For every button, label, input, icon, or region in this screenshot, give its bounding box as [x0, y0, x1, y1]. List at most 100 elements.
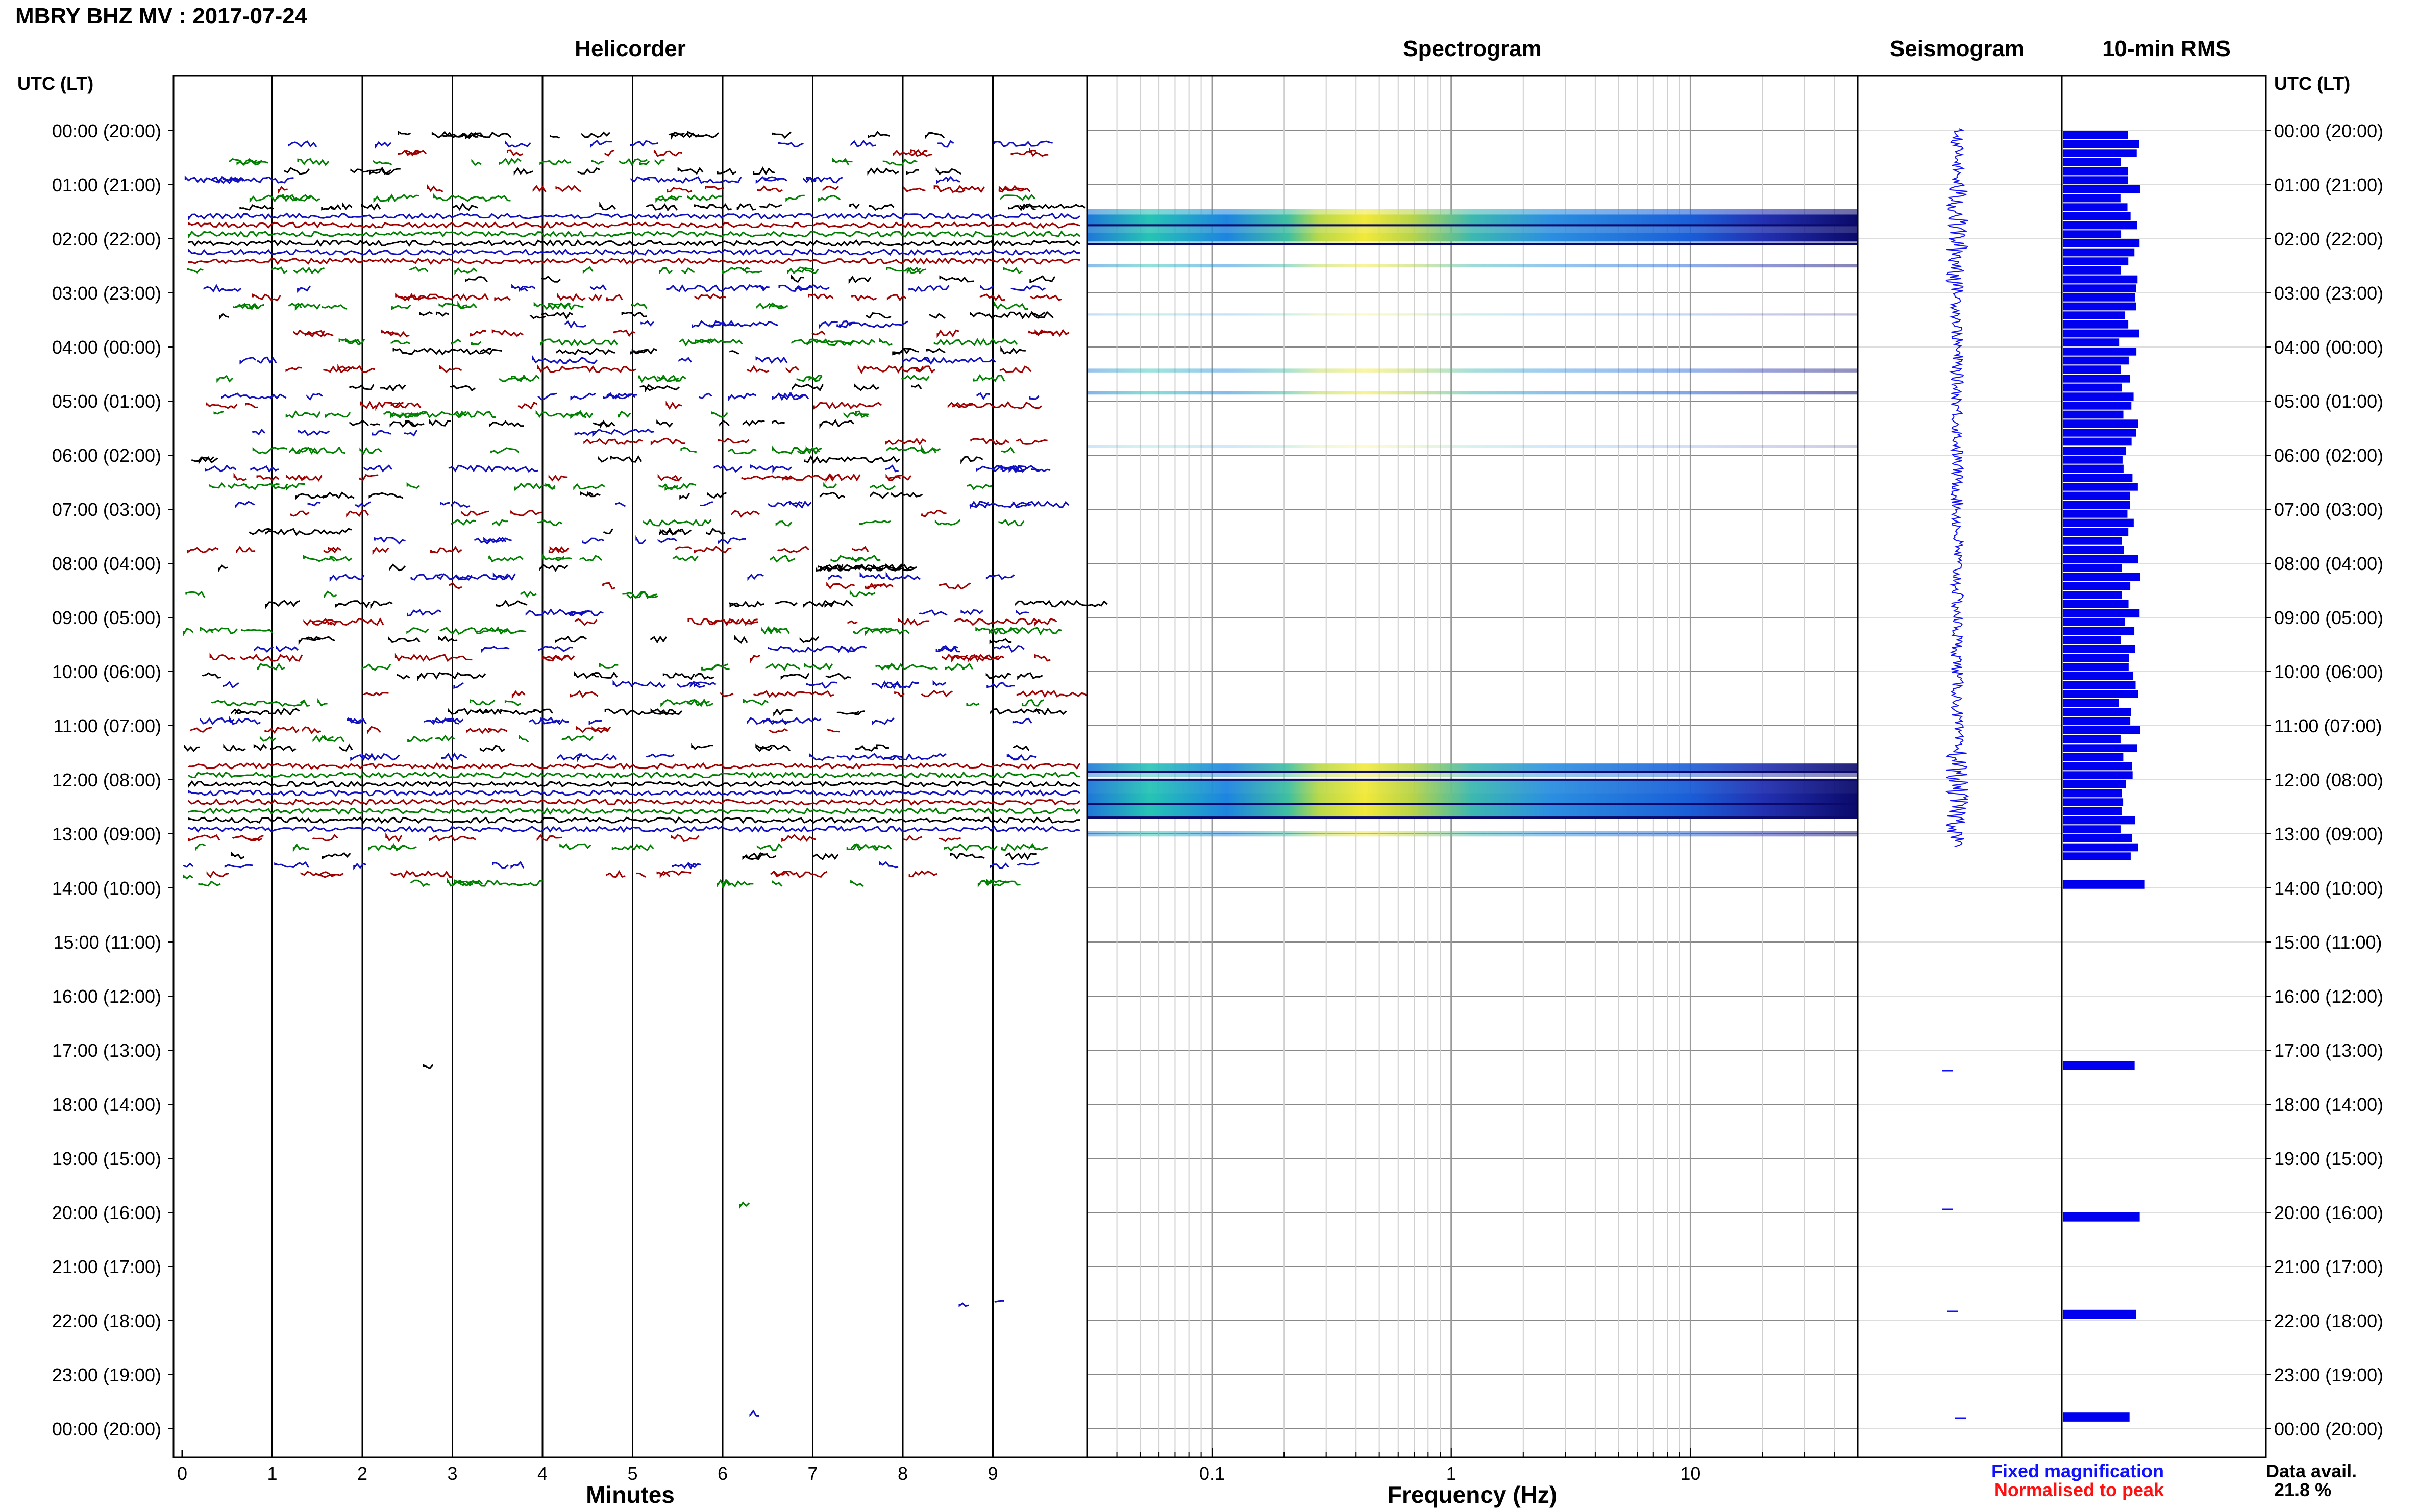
- helicorder-event: [391, 304, 411, 310]
- helicorder-event: [353, 862, 367, 871]
- helicorder-event: [891, 492, 923, 498]
- helicorder-event: [902, 357, 934, 365]
- helicorder-event: [297, 158, 330, 166]
- helicorder-event: [592, 428, 655, 437]
- helicorder-event: [921, 690, 953, 698]
- helicorder-event: [256, 475, 279, 481]
- helicorder-event: [211, 700, 305, 707]
- time-label-left: 07:00 (03:00): [52, 499, 161, 520]
- helicorder-event: [471, 341, 482, 345]
- rms-bar: [2063, 789, 2122, 798]
- minute-tick-label: 1: [267, 1463, 277, 1484]
- helicorder-event: [778, 141, 804, 147]
- rms-bar: [2063, 645, 2135, 653]
- helicorder-event: [537, 392, 557, 401]
- helicorder-event: [773, 708, 793, 717]
- helicorder-event: [994, 140, 1053, 147]
- helicorder-event: [986, 878, 1021, 886]
- rms-bar: [2063, 816, 2135, 825]
- helicorder-event: [659, 527, 692, 536]
- rms-bar: [2063, 518, 2134, 527]
- rms-bar: [2063, 311, 2125, 319]
- utc-header-right: UTC (LT): [2274, 73, 2350, 94]
- helicorder-event: [1001, 446, 1015, 454]
- spectrogram-band: [1088, 368, 1857, 373]
- rms-bar: [2063, 1309, 2136, 1319]
- helicorder-event: [361, 203, 381, 211]
- helicorder-event: [731, 510, 760, 518]
- helicorder-event: [372, 430, 391, 436]
- helicorder-event: [637, 844, 654, 852]
- helicorder-event: [675, 546, 692, 550]
- helicorder-event: [919, 609, 948, 616]
- helicorder-event: [828, 574, 842, 581]
- helicorder-event: [431, 717, 464, 724]
- helicorder-event: [606, 754, 618, 761]
- helicorder-event: [254, 646, 274, 653]
- helicorder-event: [367, 726, 381, 734]
- x-label-frequency: Frequency (Hz): [1388, 1481, 1557, 1508]
- helicorder-event: [939, 275, 974, 283]
- helicorder-event: [882, 158, 918, 166]
- rms-bar: [2063, 690, 2138, 698]
- helicorder-event: [818, 564, 844, 572]
- helicorder-event: [223, 680, 239, 689]
- helicorder-event: [719, 419, 730, 427]
- rms-bar: [2063, 699, 2120, 707]
- helicorder-event: [850, 879, 864, 887]
- helicorder-event: [1029, 147, 1049, 157]
- helicorder-event: [264, 726, 300, 734]
- helicorder-event: [855, 563, 884, 571]
- helicorder-event: [838, 645, 867, 654]
- helicorder-traces: [183, 130, 1108, 1417]
- helicorder-event: [804, 662, 833, 671]
- helicorder-event: [346, 510, 369, 518]
- helicorder-event: [937, 140, 954, 148]
- time-label-right: 17:00 (13:00): [2274, 1040, 2383, 1061]
- helicorder-event: [448, 464, 538, 473]
- helicorder-event: [908, 285, 950, 292]
- helicorder-event: [970, 438, 1005, 445]
- freq-tick-label: 10: [1680, 1463, 1700, 1484]
- helicorder-event: [1029, 275, 1056, 283]
- helicorder-event: [1017, 861, 1040, 866]
- helicorder-event: [851, 294, 877, 302]
- rms-bar: [2063, 555, 2138, 563]
- rms-bar: [2063, 618, 2125, 626]
- helicorder-event: [545, 483, 556, 490]
- rms-bar: [2063, 491, 2130, 500]
- helicorder-event: [677, 166, 704, 175]
- rms-bar: [2063, 131, 2128, 139]
- helicorder-event: [395, 402, 422, 409]
- helicorder-event: [257, 356, 277, 364]
- helicorder-trace: [188, 221, 1080, 229]
- helicorder-event: [952, 401, 1042, 409]
- helicorder-event: [591, 671, 618, 679]
- rms-bar: [2063, 158, 2121, 166]
- rms-bar: [2063, 248, 2135, 257]
- rms-bar: [2063, 1212, 2140, 1222]
- helicorder-event: [359, 474, 379, 481]
- rms-bar: [2063, 464, 2124, 473]
- helicorder-event: [770, 870, 790, 878]
- helicorder-event: [826, 581, 855, 589]
- time-label-right: 22:00 (18:00): [2274, 1310, 2383, 1331]
- helicorder-event: [824, 600, 854, 608]
- helicorder-event: [876, 744, 889, 749]
- helicorder-event: [363, 691, 389, 697]
- helicorder-event: [479, 745, 506, 752]
- helicorder-event: [734, 635, 748, 644]
- helicorder-event: [875, 662, 938, 671]
- data-avail-label: Data avail.: [2266, 1460, 2357, 1481]
- helicorder-event: [576, 726, 611, 734]
- helicorder-event: [953, 617, 1041, 626]
- helicorder-event: [303, 555, 335, 562]
- time-label-right: 03:00 (23:00): [2274, 283, 2383, 304]
- helicorder-event: [906, 169, 920, 175]
- helicorder-event: [657, 375, 686, 383]
- rms-bar: [2063, 456, 2123, 464]
- helicorder-event: [581, 131, 610, 138]
- time-label-left: 21:00 (17:00): [52, 1256, 161, 1277]
- helicorder-event: [671, 834, 700, 842]
- rms-bar: [2063, 257, 2129, 265]
